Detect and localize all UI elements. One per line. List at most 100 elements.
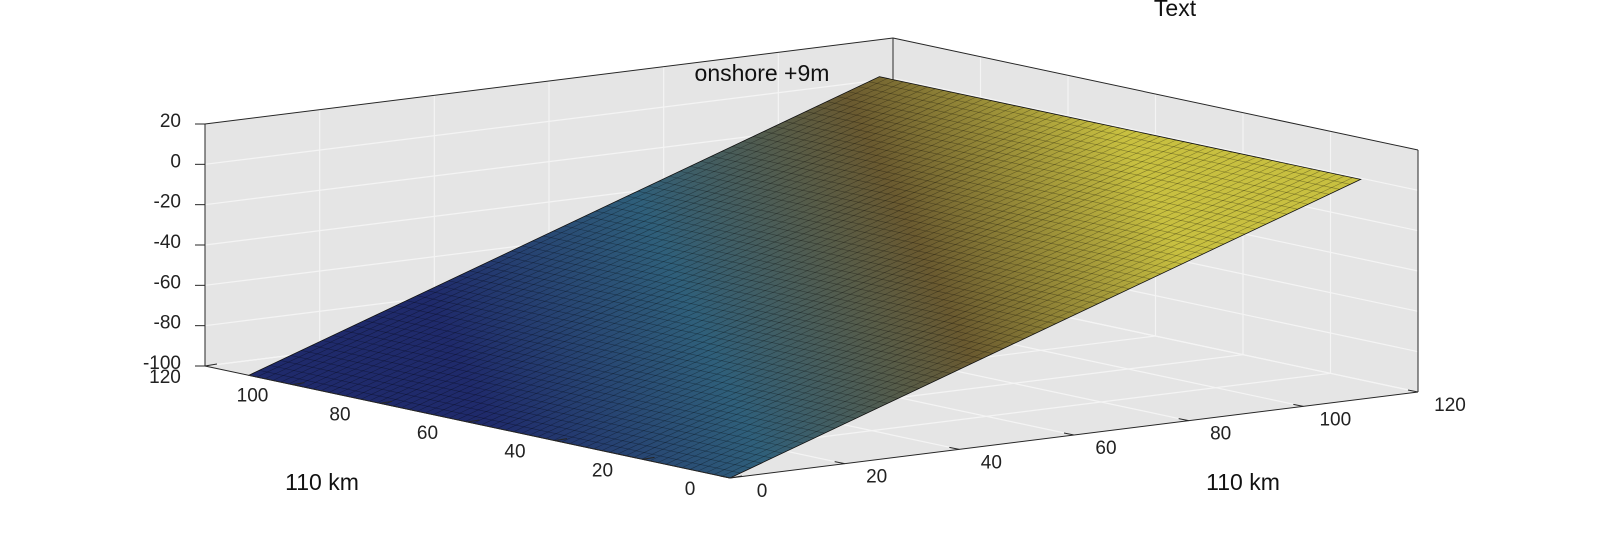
y-tick-label: 40 [504, 442, 525, 463]
mesh-line [301, 350, 783, 454]
mesh-line [364, 320, 846, 424]
mesh-line [564, 225, 1046, 329]
mesh-line [311, 345, 794, 449]
y-tick-label: 100 [237, 386, 269, 407]
mesh-line [513, 132, 1145, 433]
mesh-line [537, 138, 1169, 438]
mesh-line [545, 139, 1177, 439]
mesh-line [511, 250, 993, 354]
x-tick [1407, 389, 1419, 393]
mesh-line [264, 79, 896, 380]
mesh-line [553, 230, 1035, 334]
mesh-line [679, 170, 1162, 275]
mesh-line [625, 156, 1257, 457]
mesh-line [721, 177, 1353, 477]
mesh-line [868, 81, 1351, 185]
mesh-line [500, 255, 983, 359]
mesh-line [343, 330, 825, 434]
z-tick-label: -60 [154, 272, 181, 293]
y-tick-label: 20 [592, 460, 613, 481]
mesh-line [837, 96, 1319, 200]
mesh-line [290, 355, 773, 459]
mesh-line [458, 275, 941, 379]
mesh-line [763, 131, 1246, 235]
mesh-line [395, 305, 878, 409]
z-tick-label: 20 [160, 111, 181, 132]
surface-layer [247, 76, 1362, 479]
mesh-line [272, 81, 904, 381]
mesh-line [641, 160, 1273, 460]
mesh-line [585, 215, 1067, 320]
mesh-line [427, 290, 909, 394]
mesh-line [721, 151, 1204, 255]
mesh-line [609, 153, 1241, 453]
mesh-line [542, 235, 1025, 339]
mesh-line [360, 100, 992, 400]
mesh-line [521, 245, 1004, 349]
z-tick-label: -40 [154, 232, 181, 253]
grid-line [204, 77, 894, 165]
mesh-line [593, 149, 1225, 450]
x-tick-label: 20 [866, 467, 887, 488]
mesh-line [616, 200, 1098, 305]
mesh-line [368, 102, 1000, 402]
mesh-line [392, 107, 1024, 407]
z-tick-label: -80 [154, 313, 181, 334]
x-tick-label: 0 [757, 481, 768, 502]
mesh-line [858, 86, 1340, 190]
mesh-line [288, 84, 920, 385]
mesh-line [328, 93, 960, 393]
mesh-line [697, 172, 1329, 472]
z-tick-label: -100 [143, 353, 181, 374]
mesh-line [529, 136, 1161, 436]
mesh-line [505, 131, 1137, 431]
mesh-line [753, 136, 1235, 240]
axes-layer: 020406080100120020406080100120-100-80-60… [143, 111, 1466, 502]
mesh-line [595, 210, 1077, 315]
mesh-line [469, 270, 951, 374]
mesh-line [416, 295, 899, 399]
mesh-line [376, 103, 1008, 403]
mesh-line [448, 280, 930, 384]
x-tick [1063, 432, 1075, 436]
y-axis-label: 110 km [285, 469, 359, 495]
mesh-line [312, 90, 944, 390]
mesh-line [732, 146, 1214, 250]
mesh-line [574, 220, 1056, 324]
mesh-line [601, 151, 1233, 451]
mesh-line [627, 195, 1109, 300]
x-tick-label: 60 [1095, 438, 1116, 459]
mesh-line [657, 163, 1289, 463]
mesh-line [336, 95, 968, 395]
y-tick [204, 363, 218, 367]
mesh-line [681, 168, 1313, 469]
mesh-line [669, 175, 1151, 280]
mesh-line [532, 240, 1014, 344]
mesh-line [673, 167, 1305, 467]
y-tick-label: 0 [685, 479, 696, 500]
mesh-line [784, 121, 1267, 225]
mesh-line [561, 143, 1193, 443]
mesh-line [353, 325, 836, 429]
x-tick [949, 446, 960, 450]
mesh-line [649, 161, 1281, 462]
mesh-line [847, 91, 1330, 195]
mesh-line [385, 310, 867, 414]
mesh-line [481, 126, 1113, 426]
mesh-line [774, 126, 1256, 230]
y-tick [467, 419, 480, 423]
mesh-line [352, 98, 984, 398]
mesh-line [401, 108, 1032, 409]
mesh-line [433, 115, 1065, 415]
y-tick [379, 400, 393, 404]
mesh-line [521, 134, 1153, 434]
x-tick [719, 475, 731, 479]
x-tick [1293, 403, 1304, 407]
x-tick-label: 120 [1434, 395, 1466, 416]
mesh-line [665, 165, 1297, 465]
mesh-line [256, 78, 888, 378]
mesh-line [479, 265, 962, 369]
mesh-line [637, 190, 1119, 295]
grid-line [892, 77, 1419, 191]
